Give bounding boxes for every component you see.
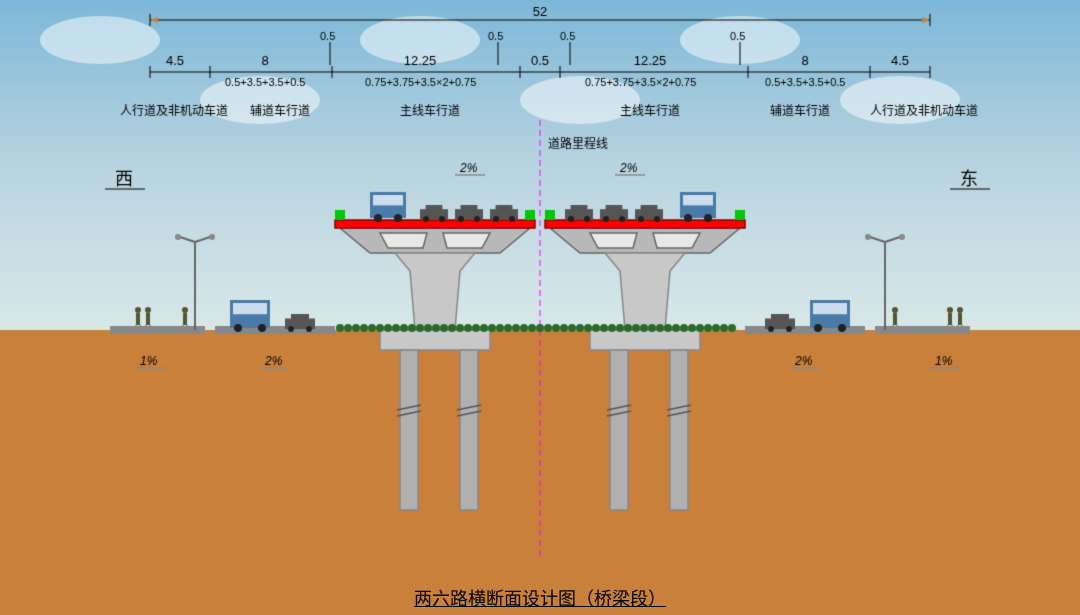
drawing-title: 两六路横断面设计图（桥梁段） bbox=[0, 585, 1080, 611]
cross-section-canvas bbox=[0, 0, 1080, 615]
